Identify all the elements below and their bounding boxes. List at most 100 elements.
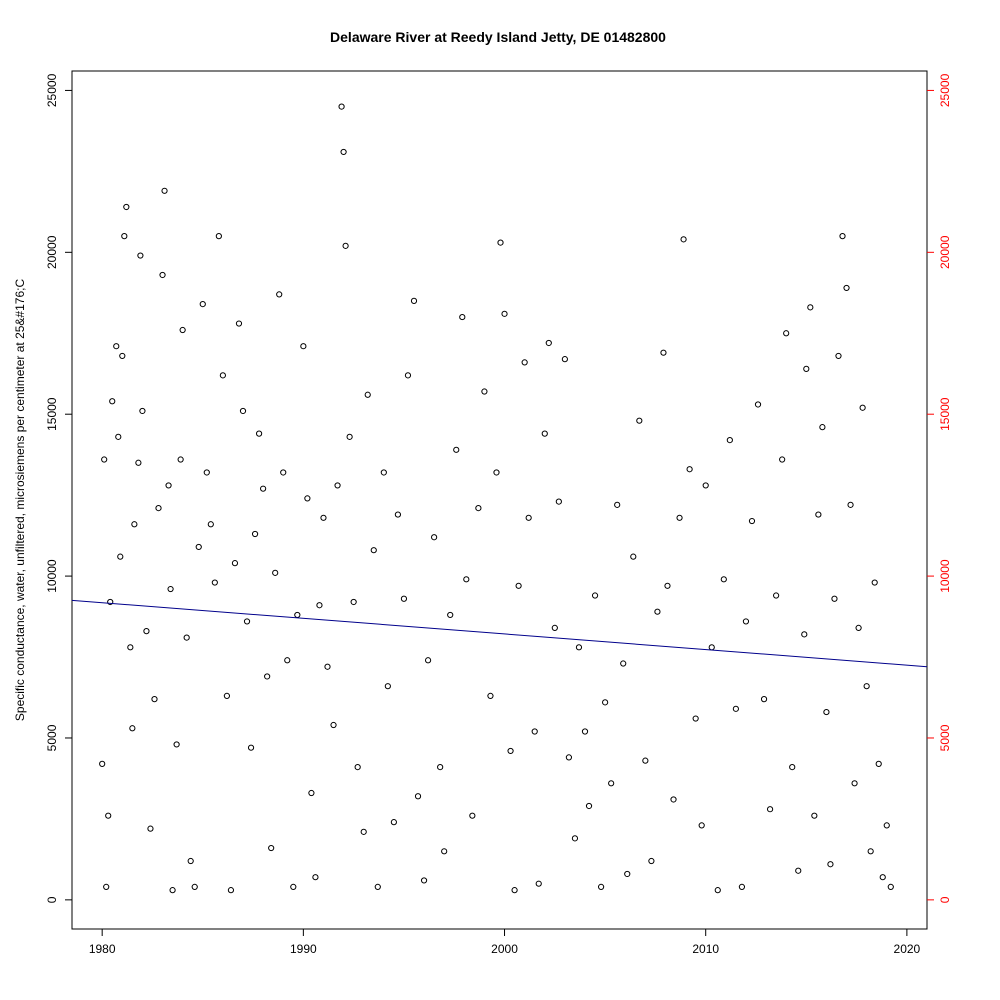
data-point	[264, 673, 271, 680]
y-tick-label: 10000	[45, 559, 59, 593]
data-point	[487, 692, 494, 699]
data-point	[702, 482, 709, 489]
data-point	[121, 233, 128, 240]
data-point	[551, 624, 558, 631]
data-point	[501, 310, 508, 317]
data-point	[330, 721, 337, 729]
data-point	[839, 233, 846, 240]
data-point	[105, 812, 112, 819]
data-point	[726, 437, 733, 444]
x-tick-label: 2020	[894, 942, 921, 956]
data-point	[475, 504, 482, 512]
data-point	[219, 372, 226, 379]
data-point	[879, 874, 886, 881]
data-point	[469, 812, 476, 819]
data-point	[565, 754, 573, 761]
data-point	[571, 835, 579, 842]
data-point	[493, 469, 500, 476]
data-point	[811, 812, 818, 819]
data-point	[732, 705, 739, 712]
data-point	[670, 796, 677, 803]
data-point	[541, 430, 548, 437]
data-point	[155, 504, 162, 512]
data-point	[276, 291, 283, 298]
data-point	[511, 887, 518, 894]
right-y-tick-label: 10000	[938, 559, 952, 593]
y-tick-label: 5000	[45, 724, 59, 751]
data-point	[738, 883, 746, 891]
data-point	[883, 822, 890, 829]
trend-line-group	[71, 599, 928, 668]
data-point	[807, 304, 814, 311]
data-point	[103, 883, 110, 891]
data-point	[215, 233, 222, 240]
data-point	[608, 780, 615, 787]
data-point	[151, 696, 158, 703]
data-point	[324, 663, 331, 670]
data-point	[815, 511, 822, 518]
data-point	[231, 560, 239, 567]
data-point	[169, 887, 176, 894]
data-point	[304, 495, 311, 502]
data-point	[247, 744, 255, 751]
data-point	[698, 822, 705, 829]
data-point	[268, 844, 275, 852]
data-point	[137, 252, 144, 259]
data-point	[680, 236, 687, 243]
data-point	[179, 326, 186, 334]
data-point	[779, 456, 786, 463]
data-point	[334, 482, 341, 489]
data-point	[400, 595, 408, 602]
data-point	[280, 469, 287, 476]
data-point	[748, 517, 756, 525]
data-point	[290, 883, 297, 891]
data-point	[823, 708, 830, 716]
data-point	[602, 699, 609, 706]
data-point	[173, 741, 180, 748]
data-point	[211, 579, 218, 586]
data-point	[827, 861, 834, 868]
data-point	[847, 501, 854, 508]
data-point	[708, 644, 715, 651]
data-point	[143, 628, 150, 635]
data-point	[831, 595, 838, 602]
data-point	[187, 857, 194, 865]
data-point	[575, 644, 583, 651]
data-point	[636, 417, 643, 424]
data-point	[199, 301, 206, 308]
data-point	[99, 760, 106, 767]
data-point	[338, 103, 345, 110]
data-point	[346, 433, 353, 440]
data-point	[308, 789, 315, 797]
data-point	[664, 582, 671, 589]
data-point	[165, 482, 172, 489]
data-point	[525, 514, 532, 521]
y-tick-label: 0	[45, 896, 59, 903]
data-point	[481, 388, 488, 395]
data-point	[801, 631, 808, 638]
data-point	[167, 585, 174, 593]
data-point	[370, 547, 377, 554]
data-point	[648, 857, 655, 865]
data-point	[507, 747, 514, 755]
data-point	[159, 271, 166, 279]
data-point	[350, 598, 357, 606]
data-point	[109, 398, 116, 405]
data-point	[642, 757, 649, 764]
data-point	[161, 187, 168, 194]
data-point	[887, 883, 894, 891]
right-y-tick-label: 5000	[938, 724, 952, 751]
data-point	[131, 521, 138, 528]
data-point	[316, 602, 323, 609]
data-point	[742, 618, 750, 625]
data-point	[835, 352, 842, 360]
data-point	[123, 203, 130, 211]
data-point	[227, 887, 235, 894]
x-axis: 1980 1990 2000 2010 2020	[89, 929, 921, 956]
data-point	[686, 466, 693, 473]
data-point	[320, 514, 327, 521]
data-point	[515, 582, 522, 589]
data-points	[99, 103, 894, 894]
data-point	[620, 660, 627, 667]
data-point	[441, 848, 448, 855]
